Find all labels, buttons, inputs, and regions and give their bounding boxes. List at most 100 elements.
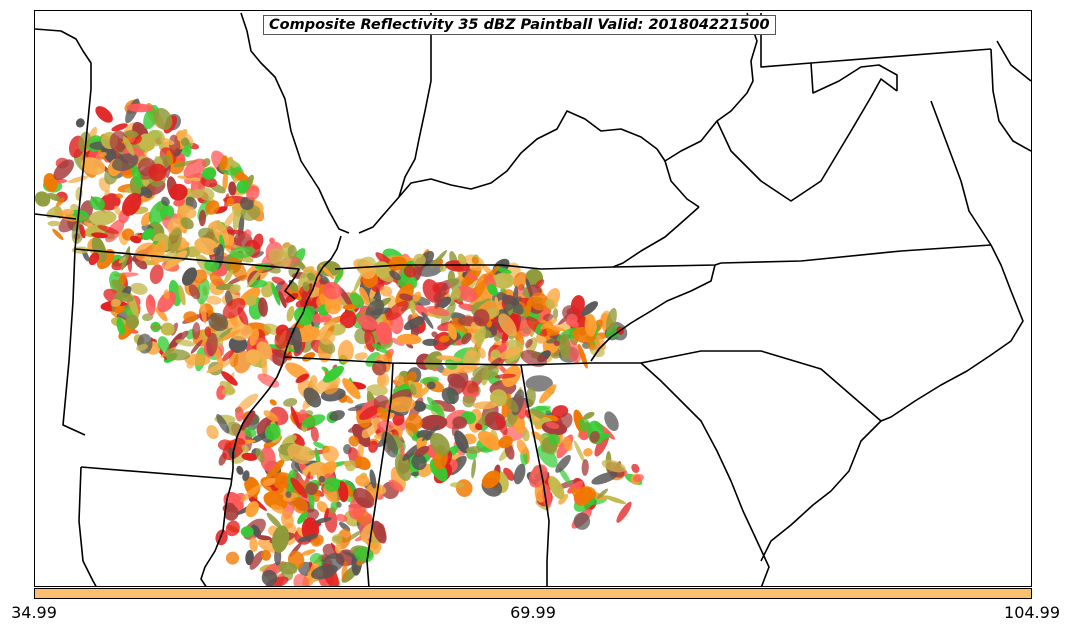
reflectivity-blob [431,331,439,338]
reflectivity-blob [260,446,276,472]
reflectivity-blob [149,264,164,284]
reflectivity-blob [341,561,348,581]
reflectivity-blob [114,292,134,302]
reflectivity-blob [130,282,148,295]
reflectivity-blob [297,534,318,543]
reflectivity-blob [183,311,198,323]
reflectivity-blob [190,339,203,354]
reflectivity-paintball-layer [35,98,644,586]
reflectivity-blob [269,399,277,406]
reflectivity-blob [173,198,186,207]
reflectivity-blob [200,298,207,324]
reflectivity-blob [309,375,318,387]
reflectivity-blob [364,329,376,353]
reflectivity-blob [145,295,156,316]
colorbar-tick-max: 104.99 [1004,603,1060,622]
reflectivity-blob [206,332,218,357]
reflectivity-blob [157,336,170,352]
md-panhandle [810,62,898,94]
reflectivity-blob [334,543,342,554]
reflectivity-blob [192,322,201,340]
reflectivity-blob [229,246,256,259]
reflectivity-blob [52,228,64,241]
reflectivity-blob [297,510,308,525]
reflectivity-blob [368,440,379,453]
reflectivity-blob [240,526,254,538]
reflectivity-blob [513,272,528,289]
reflectivity-blob [419,376,440,385]
reflectivity-blob [454,430,469,454]
reflectivity-blob [503,296,522,313]
reflectivity-blob [155,307,168,322]
reflectivity-blob [562,436,573,452]
chesapeake-bay [930,100,992,246]
reflectivity-blob [489,389,508,407]
reflectivity-blob [435,355,463,362]
reflectivity-blob [493,334,502,342]
reflectivity-blob [324,384,339,395]
reflectivity-blob [263,410,279,422]
reflectivity-blob [68,175,89,184]
reflectivity-blob [413,253,426,267]
reflectivity-blob [404,371,417,386]
reflectivity-blob [241,452,258,461]
reflectivity-blob [548,433,561,445]
reflectivity-blob [140,186,153,199]
reflectivity-blob [249,550,264,570]
reflectivity-blob [495,415,508,436]
reflectivity-blob [506,398,519,413]
reflectivity-blob [309,553,323,564]
reflectivity-blob [245,295,257,307]
nc-sc-border [640,350,882,422]
reflectivity-blob [379,285,393,297]
reflectivity-blob [472,364,499,381]
reflectivity-blob [631,463,640,473]
reflectivity-blob [301,414,326,428]
reflectivity-blob [425,306,450,317]
reflectivity-blob [525,298,532,316]
reflectivity-blob [290,405,300,429]
reflectivity-blob [545,421,560,429]
reflectivity-blob [194,237,219,255]
reflectivity-blob [148,200,169,225]
reflectivity-blob [292,326,302,354]
reflectivity-blob [161,196,170,206]
reflectivity-blob [262,477,276,487]
reflectivity-blob [435,296,452,310]
reflectivity-blob [221,371,238,386]
reflectivity-blob [116,317,125,336]
reflectivity-blob [420,414,448,431]
reflectivity-blob [548,476,565,500]
reflectivity-blob [397,333,422,345]
reflectivity-blob [606,307,617,333]
reflectivity-blob [555,454,571,473]
reflectivity-blob [573,512,591,530]
reflectivity-blob [208,312,228,332]
reflectivity-blob [264,423,281,441]
reflectivity-blob [522,429,530,442]
reflectivity-blob [125,314,140,330]
reflectivity-blob [502,270,512,284]
reflectivity-blob [88,252,100,266]
reflectivity-blob [293,573,310,586]
reflectivity-blob [118,256,126,264]
reflectivity-blob [324,296,343,315]
reflectivity-blob [271,525,290,553]
reflectivity-blob [236,465,244,475]
reflectivity-blob [196,278,210,305]
reflectivity-blob [604,411,619,432]
reflectivity-blob [596,488,609,499]
reflectivity-blob [256,535,272,541]
reflectivity-blob [456,285,478,303]
reflectivity-blob [431,399,456,412]
reflectivity-blob [498,347,522,360]
reflectivity-blob [559,412,573,430]
reflectivity-blob [329,507,336,514]
reflectivity-blob [477,347,486,359]
reflectivity-blob [229,324,253,341]
reflectivity-blob [473,331,485,343]
reflectivity-blob [581,301,599,316]
reflectivity-blob [319,330,336,345]
reflectivity-blob [371,343,388,354]
reflectivity-blob [122,135,135,156]
